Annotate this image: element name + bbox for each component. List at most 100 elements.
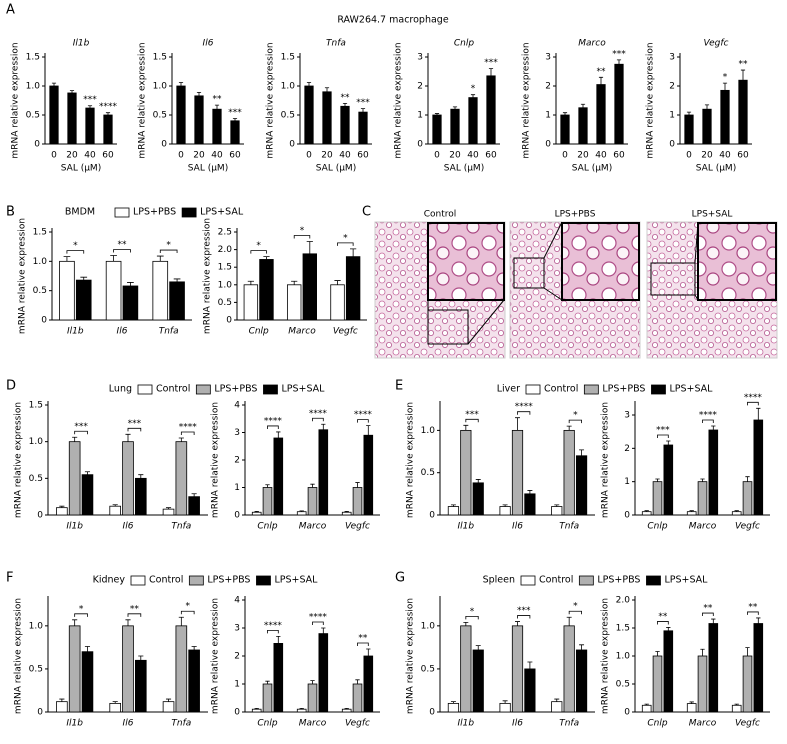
chart: 0 0.5 1.0 mRNA relative expression Il1b * Il6 *…	[14, 575, 319, 729]
y-axis-label: mRNA relative expression	[11, 42, 21, 158]
error-bar	[69, 90, 75, 93]
legend-label: LPS+SAL	[281, 384, 325, 395]
bar	[67, 92, 77, 145]
bar	[85, 107, 95, 145]
y-tick-label: 3	[417, 53, 423, 63]
significance: ****	[264, 621, 283, 631]
error-bar	[306, 241, 313, 254]
significance: **	[739, 60, 749, 70]
significance: *	[300, 226, 305, 236]
bar	[363, 434, 374, 516]
significance: *	[723, 73, 728, 83]
bar	[641, 704, 652, 713]
legend-swatch	[651, 384, 666, 395]
bar	[450, 108, 460, 145]
bar	[447, 506, 460, 516]
error-bar	[173, 278, 181, 282]
y-tick-label: 1.5	[33, 228, 47, 238]
y-axis-label: mRNA relative expression	[266, 42, 276, 158]
x-tick-label: 40	[339, 151, 351, 161]
error-bar	[655, 651, 660, 656]
panel-label: C	[362, 205, 371, 220]
bar	[663, 444, 674, 516]
error-bar	[689, 701, 694, 704]
y-axis-label: mRNA relative expression	[601, 598, 611, 714]
bar	[560, 114, 570, 145]
legend-swatch	[583, 384, 599, 395]
y-tick-label: 2	[234, 456, 240, 466]
x-tick-label: Cnlp	[257, 719, 277, 729]
significance: *	[573, 411, 578, 421]
bar	[447, 702, 460, 713]
legend-swatch	[114, 207, 130, 218]
x-tick-label: 60	[357, 151, 369, 161]
y-tick-label: 3	[624, 411, 630, 421]
bar	[230, 120, 240, 145]
error-bar	[265, 680, 270, 684]
bar	[551, 701, 563, 713]
significance-bracket	[747, 611, 759, 615]
error-bar	[63, 256, 71, 262]
bar	[152, 260, 169, 321]
bar	[318, 633, 329, 713]
error-bar	[265, 484, 270, 488]
bar	[49, 85, 59, 145]
significance: *	[166, 241, 171, 251]
y-tick-label: 4	[234, 596, 240, 606]
x-tick-label: Il6	[123, 522, 134, 532]
bar	[322, 91, 332, 145]
x-tick-label: 20	[66, 151, 78, 161]
y-axis-label: mRNA relative expression	[211, 402, 221, 518]
inset	[427, 222, 505, 301]
y-tick-label: 1.0	[26, 82, 41, 92]
y-tick-label: 0	[161, 140, 167, 150]
zoom-region	[427, 309, 469, 345]
bar	[742, 655, 753, 713]
y-axis-label: mRNA relative expression	[394, 42, 404, 158]
bar	[56, 701, 68, 713]
error-bar	[711, 618, 716, 624]
x-tick-label: Marco	[689, 719, 717, 729]
error-bar	[310, 680, 315, 684]
error-bar	[178, 616, 184, 626]
significance-bracket	[702, 419, 714, 423]
bar	[460, 625, 472, 713]
x-tick-label: 20	[321, 151, 333, 161]
error-bar	[350, 248, 357, 257]
y-axis-label: mRNA relative expression	[14, 598, 24, 714]
y-tick-label: 0	[226, 316, 232, 326]
significance-bracket	[465, 418, 479, 423]
bar	[262, 487, 273, 516]
legend-label: LPS+SAL	[664, 575, 708, 586]
significance-bracket	[312, 621, 324, 625]
panel-label: G	[395, 571, 405, 586]
chart: 0 0.5 1.0 1.5 Il6 mRNA relative expression SAL…	[138, 39, 244, 174]
significance: ****	[515, 402, 534, 412]
error-bar	[324, 87, 330, 92]
zoom-line	[467, 299, 505, 345]
error-bar	[452, 106, 458, 110]
x-tick-label: Vegfc	[735, 522, 760, 532]
panel-label: D	[6, 379, 16, 394]
error-bar	[344, 707, 349, 710]
significance-bracket	[250, 250, 267, 254]
y-tick-label: 4	[234, 401, 240, 411]
y-tick-label: 1.0	[153, 82, 168, 92]
bar	[575, 455, 588, 516]
bar	[251, 708, 262, 713]
error-bar	[165, 507, 172, 510]
error-bar	[355, 679, 360, 684]
error-bar	[527, 661, 533, 669]
chart: 0 0.5 1.0 1.5 mRNA relative expression Il1b * I…	[18, 207, 244, 337]
legend-label: Control	[544, 384, 578, 395]
panel-label: E	[395, 379, 403, 394]
significance-bracket	[66, 250, 85, 254]
chart-title: Il1b	[73, 39, 90, 49]
error-bar	[450, 504, 456, 507]
bar	[578, 107, 588, 145]
error-bar	[616, 59, 622, 65]
bar	[472, 649, 484, 713]
y-tick-label: 0	[37, 708, 43, 718]
y-tick-label: 0	[37, 511, 43, 521]
